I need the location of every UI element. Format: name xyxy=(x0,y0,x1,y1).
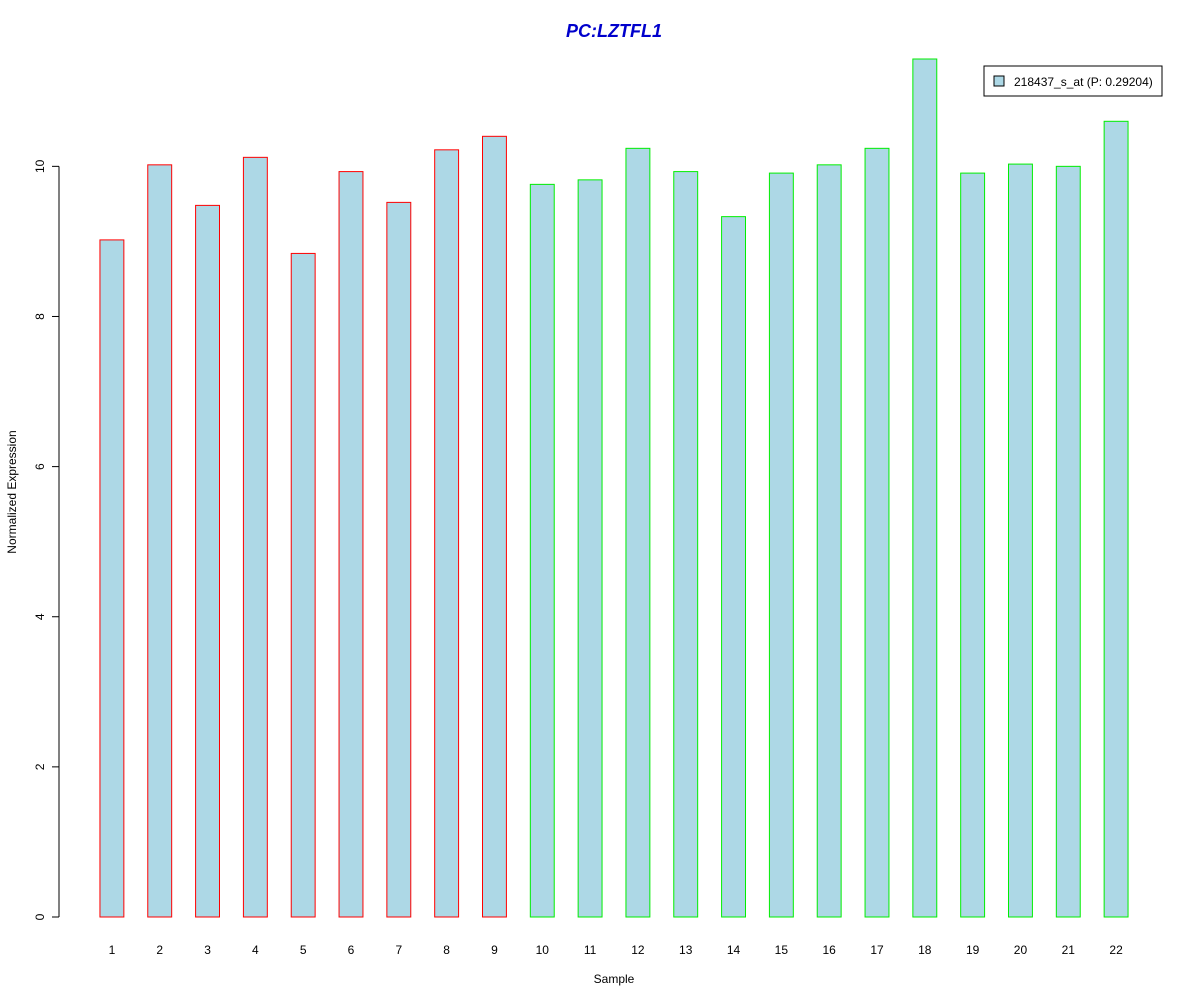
legend-box xyxy=(983,65,1163,97)
bar-sample-13 xyxy=(673,171,699,918)
bar-sample-2 xyxy=(147,164,173,918)
y-tick-label: 4 xyxy=(33,613,47,620)
bar-sample-5 xyxy=(290,252,316,918)
x-tick-label: 4 xyxy=(252,943,259,957)
x-tick-label: 16 xyxy=(823,943,837,957)
legend-swatch xyxy=(993,75,1005,87)
x-tick-label: 11 xyxy=(584,943,597,957)
x-tick-label: 20 xyxy=(1014,943,1028,957)
bar-sample-16 xyxy=(816,164,842,918)
legend: 218437_s_at (P: 0.29204) xyxy=(983,65,1163,97)
x-tick-label: 13 xyxy=(679,943,693,957)
x-tick-label: 12 xyxy=(631,943,645,957)
bar-sample-12 xyxy=(625,147,651,918)
x-tick-label: 3 xyxy=(204,943,211,957)
x-tick-label: 8 xyxy=(443,943,450,957)
chart-title: PC:LZTFL1 xyxy=(566,21,662,41)
bar-sample-18 xyxy=(912,58,938,918)
x-tick-label: 15 xyxy=(775,943,789,957)
y-axis-title: Normalized Expression xyxy=(5,430,19,553)
bar-sample-19 xyxy=(960,172,986,918)
legend-label: 218437_s_at (P: 0.29204) xyxy=(1014,75,1153,89)
x-tick-label: 2 xyxy=(156,943,163,957)
bar-sample-17 xyxy=(864,147,890,918)
bar-sample-22 xyxy=(1103,120,1129,918)
x-tick-label: 10 xyxy=(536,943,550,957)
y-tick-label: 8 xyxy=(33,313,47,320)
y-tick-label: 0 xyxy=(33,913,47,920)
x-tick-label: 6 xyxy=(348,943,355,957)
x-tick-labels: 1 2 3 4 5 6 7 8 9 10 11 12 13 14 15 16 17 18 19 20 21 22 xyxy=(109,943,1124,957)
x-tick-label: 1 xyxy=(109,943,116,957)
x-tick-label: 21 xyxy=(1062,943,1076,957)
x-axis-title: Sample xyxy=(594,972,635,986)
bar-sample-15 xyxy=(768,172,794,918)
y-axis: 0 2 4 6 8 10 xyxy=(33,159,60,920)
bar-sample-9 xyxy=(482,135,507,918)
x-tick-label: 22 xyxy=(1109,943,1123,957)
bar-sample-14 xyxy=(721,216,747,918)
y-tick-label: 10 xyxy=(33,159,47,173)
bar-sample-7 xyxy=(386,201,412,918)
bar-sample-10 xyxy=(529,183,555,918)
bar-sample-20 xyxy=(1008,163,1033,918)
x-tick-label: 5 xyxy=(300,943,307,957)
bar-sample-21 xyxy=(1055,165,1081,918)
bar-sample-3 xyxy=(195,204,220,918)
bar-sample-1 xyxy=(99,239,125,918)
x-tick-label: 18 xyxy=(918,943,932,957)
x-tick-label: 7 xyxy=(395,943,402,957)
x-tick-label: 14 xyxy=(727,943,741,957)
x-tick-label: 19 xyxy=(966,943,980,957)
y-tick-label: 2 xyxy=(33,763,47,770)
bar-sample-11 xyxy=(577,179,603,918)
bar-sample-6 xyxy=(338,171,364,918)
bar-sample-4 xyxy=(242,156,268,918)
x-tick-label: 17 xyxy=(870,943,884,957)
y-tick-label: 6 xyxy=(33,463,47,470)
bar-sample-8 xyxy=(434,149,460,918)
x-tick-label: 9 xyxy=(491,943,498,957)
bars-group xyxy=(99,58,1129,918)
